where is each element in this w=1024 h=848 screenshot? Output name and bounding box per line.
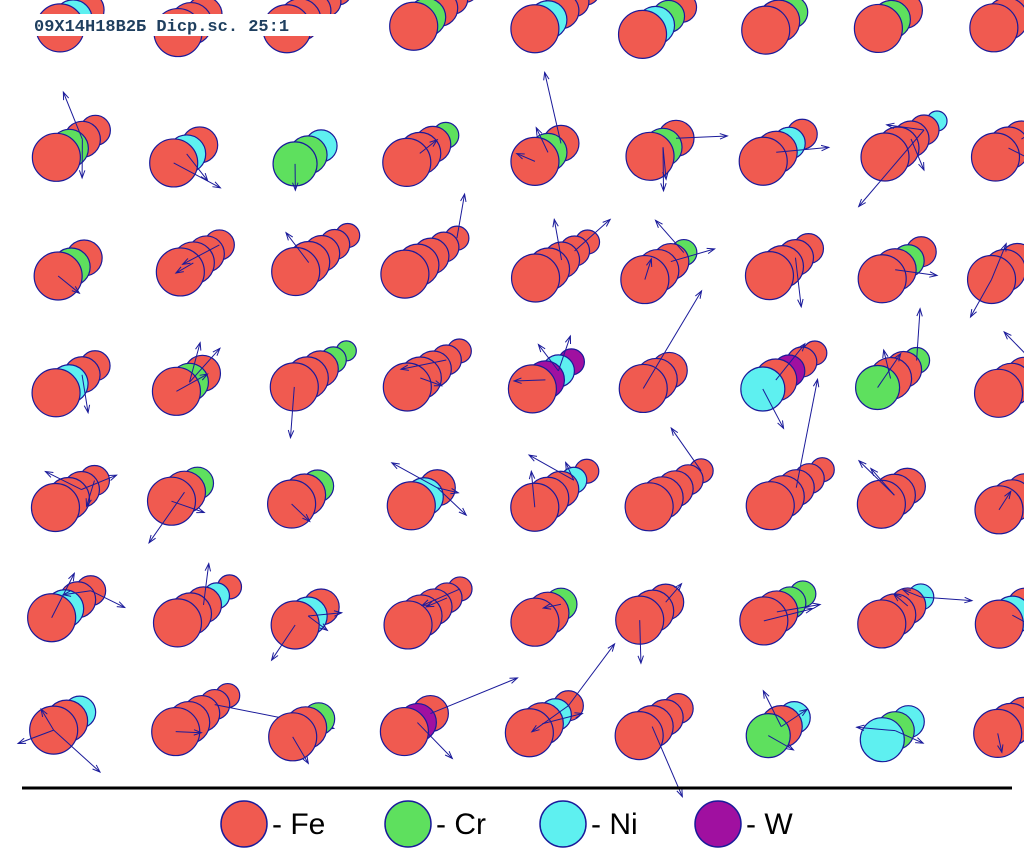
atom bbox=[383, 138, 431, 186]
legend-label: - W bbox=[746, 808, 793, 841]
legend-swatch-fe bbox=[221, 801, 267, 847]
atom bbox=[390, 2, 438, 50]
atom bbox=[511, 5, 559, 53]
atom bbox=[626, 132, 674, 180]
atom bbox=[508, 365, 556, 413]
legend-label: - Ni bbox=[591, 808, 638, 841]
atom bbox=[746, 482, 794, 530]
atom bbox=[505, 709, 553, 757]
atom bbox=[32, 369, 80, 417]
arrow-head bbox=[695, 291, 701, 299]
arrow-head bbox=[778, 420, 784, 428]
legend-label: - Fe bbox=[272, 808, 325, 841]
atom bbox=[972, 133, 1020, 181]
atom bbox=[860, 718, 904, 762]
atom bbox=[272, 248, 320, 296]
atom bbox=[975, 600, 1023, 648]
lattice-view: 09Х14Н18В2Б Dicp.sc. 25:1 - Fe - Cr - Ni… bbox=[0, 0, 1024, 848]
atom bbox=[28, 594, 76, 642]
legend-swatch-w bbox=[695, 801, 741, 847]
atom bbox=[380, 708, 428, 756]
atom bbox=[387, 482, 435, 530]
title: 09Х14Н18В2Б Dicp.sc. 25:1 bbox=[34, 18, 289, 37]
atom bbox=[153, 599, 201, 647]
atom bbox=[858, 600, 906, 648]
atom bbox=[858, 255, 906, 303]
atom bbox=[381, 250, 429, 298]
atom bbox=[511, 598, 559, 646]
atom bbox=[512, 254, 560, 302]
atom-field bbox=[18, 0, 1024, 797]
legend: - Fe - Cr - Ni - W bbox=[221, 801, 793, 847]
arrow-head bbox=[392, 463, 400, 469]
displacement-vector bbox=[568, 644, 614, 706]
atom bbox=[861, 133, 909, 181]
atom bbox=[745, 252, 793, 300]
legend-swatch-cr bbox=[385, 801, 431, 847]
atom bbox=[975, 369, 1023, 417]
atom bbox=[384, 601, 432, 649]
displacement-vector bbox=[430, 678, 517, 714]
legend-label: - Cr bbox=[436, 808, 486, 841]
atom bbox=[739, 137, 787, 185]
arrow-head bbox=[971, 309, 977, 317]
arrow-head bbox=[529, 455, 537, 461]
atom bbox=[742, 6, 790, 54]
atom bbox=[31, 484, 79, 532]
arrow-head bbox=[272, 652, 278, 660]
arrow-head bbox=[212, 182, 220, 188]
atom bbox=[857, 480, 905, 528]
atom bbox=[970, 4, 1018, 52]
atom bbox=[619, 10, 667, 58]
atom bbox=[511, 483, 559, 531]
atom bbox=[625, 483, 673, 531]
atom bbox=[32, 133, 80, 181]
legend-swatch-ni bbox=[540, 801, 586, 847]
atom bbox=[854, 4, 902, 52]
